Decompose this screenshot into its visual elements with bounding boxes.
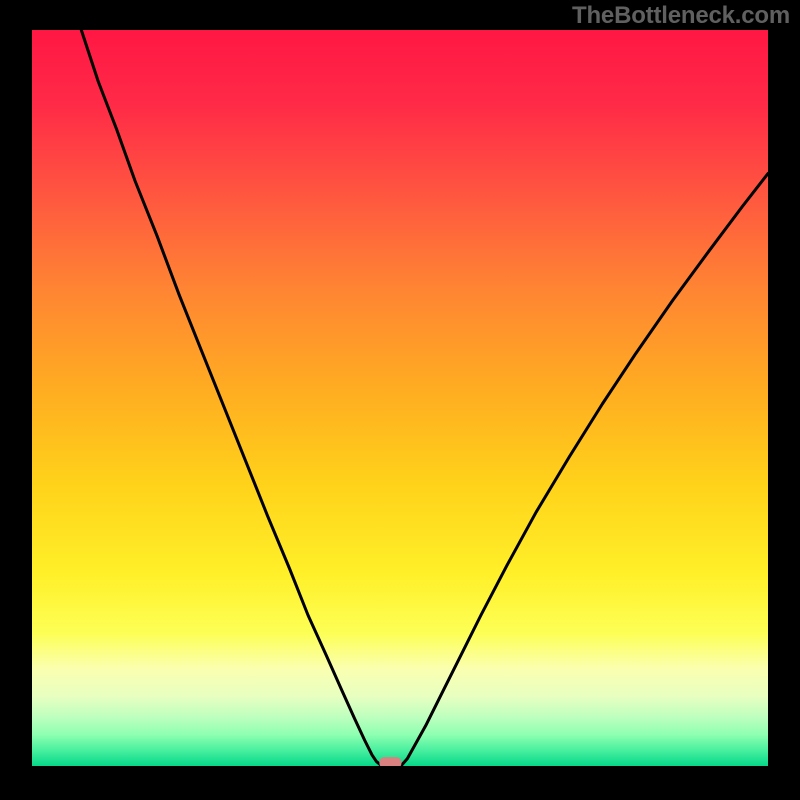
chart-svg	[32, 30, 768, 766]
watermark-text: TheBottleneck.com	[572, 2, 790, 30]
bottleneck-chart	[32, 30, 768, 766]
chart-background	[32, 30, 768, 766]
optimal-marker	[379, 757, 401, 766]
